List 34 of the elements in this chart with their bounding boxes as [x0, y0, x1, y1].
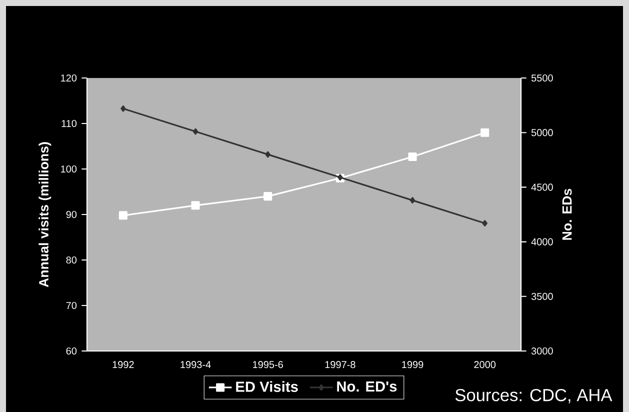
- legend-label: No. ED's: [337, 381, 397, 392]
- point: [120, 105, 126, 112]
- legend-label: ED Visits: [236, 381, 298, 392]
- y2-tick-label: 5000: [531, 129, 553, 136]
- point: [480, 128, 490, 137]
- source-note: Sources: CDC, AHA: [455, 388, 612, 404]
- y2-tick-label: 4500: [531, 184, 553, 191]
- y2-tick-label: 4000: [531, 238, 553, 246]
- y2-tick-label: 3000: [531, 347, 553, 355]
- y-tick-label: 100: [61, 165, 77, 173]
- point: [264, 192, 272, 201]
- point: [191, 201, 200, 210]
- x-tick-label: 1993-4: [180, 361, 211, 368]
- y2-tick-label: 5500: [531, 74, 553, 82]
- y-axis-title: Annual visits (millions): [38, 142, 52, 288]
- y-tick-label: 70: [66, 302, 77, 310]
- y-tick-label: 60: [66, 347, 77, 355]
- x-tick-label: 1997-8: [325, 361, 356, 368]
- y2-axis-title: No. EDs: [562, 188, 572, 240]
- y-tick-label: 90: [66, 210, 77, 218]
- y-tick-label: 120: [61, 74, 77, 82]
- y-tick-label: 110: [62, 120, 77, 128]
- point: [118, 211, 128, 220]
- point: [410, 197, 416, 204]
- point: [192, 128, 198, 135]
- point: [265, 151, 270, 158]
- x-tick-label: 1992: [112, 361, 134, 368]
- x-tick-label: 1995-6: [253, 361, 283, 368]
- y-tick-label: 80: [66, 256, 77, 264]
- x-tick-label: 1999: [402, 361, 424, 368]
- x-tick-label: 2000: [474, 361, 496, 368]
- y2-tick-label: 3500: [531, 292, 553, 300]
- point: [408, 152, 417, 161]
- point: [482, 220, 488, 226]
